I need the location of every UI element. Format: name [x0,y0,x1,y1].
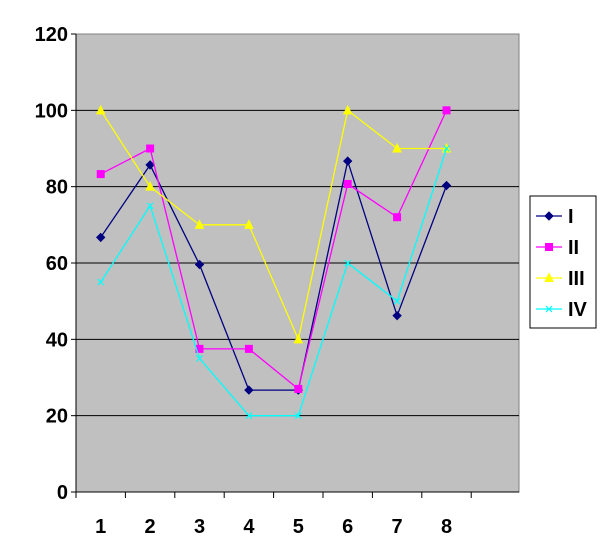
data-point [544,272,554,282]
x-tick-label: 2 [145,516,156,538]
data-point [545,305,553,313]
legend-label: III [568,268,585,290]
legend-item: II [536,237,579,259]
data-point [342,104,353,115]
series-group [95,104,452,420]
data-point [194,259,205,270]
x-axis-ticks: 1 2 3 4 5 6 7 8 [75,492,472,538]
legend-label: II [568,237,579,259]
data-point [146,144,155,153]
data-point [145,181,155,191]
y-tick-label: 80 [46,177,68,199]
data-point [343,179,352,188]
data-point [196,354,203,362]
series-line [100,109,447,342]
data-point [95,232,106,243]
y-tick-label: 100 [35,100,68,122]
data-point [393,213,402,222]
x-tick-label: 7 [392,516,403,538]
data-point [145,160,155,170]
legend-label: IV [568,299,588,321]
data-point [443,145,450,152]
x-tick-label: 4 [243,516,255,538]
series-line [100,148,448,417]
data-point [392,142,402,153]
x-tick-label: 5 [293,516,304,538]
data-point [294,384,303,393]
data-point [393,297,401,305]
y-tick-label: 120 [35,24,68,46]
data-point [194,219,205,229]
series-line [100,110,448,391]
x-tick-label: 6 [342,516,353,538]
series-2 [96,106,451,393]
data-point [544,211,554,221]
data-point [146,202,154,210]
data-point [392,310,402,321]
series-4 [97,145,450,420]
y-tick-label: 60 [46,253,68,275]
legend-item: III [536,268,585,290]
data-point [545,243,553,251]
y-tick-label: 0 [57,482,68,504]
data-point [344,259,352,267]
legend-box [529,195,597,329]
y-tick-label: 40 [46,329,68,351]
data-point [245,412,253,420]
data-point [342,156,353,166]
data-point [97,278,105,286]
y-axis-ticks: 0 20 40 60 80 100 120 [35,24,76,504]
data-point [293,333,304,344]
x-tick-label: 3 [194,516,205,538]
legend-item: I [536,206,574,228]
data-point [442,106,451,115]
data-point [95,104,106,115]
data-point [441,180,452,191]
data-point [96,170,105,179]
data-point [244,385,254,395]
data-point [294,412,302,420]
data-point [244,219,254,229]
legend-item: IV [536,299,588,321]
x-tick-label: 8 [441,516,452,538]
y-tick-label: 20 [46,406,68,428]
data-point [244,344,253,353]
x-tick-label: 1 [95,516,106,538]
legend-label: I [568,206,574,228]
